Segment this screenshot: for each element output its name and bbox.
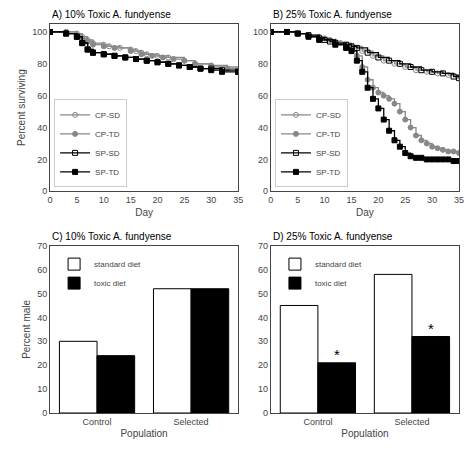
svg-text:20: 20 xyxy=(373,195,383,205)
svg-text:80: 80 xyxy=(258,59,268,69)
svg-text:0: 0 xyxy=(263,408,268,418)
svg-text:40: 40 xyxy=(258,123,268,133)
svg-text:40: 40 xyxy=(37,123,47,133)
svg-text:20: 20 xyxy=(153,195,163,205)
svg-text:50: 50 xyxy=(37,289,47,299)
svg-text:SP-SD: SP-SD xyxy=(316,149,341,158)
svg-text:15: 15 xyxy=(346,195,356,205)
svg-text:30: 30 xyxy=(427,195,437,205)
svg-text:5: 5 xyxy=(74,195,79,205)
svg-text:20: 20 xyxy=(37,360,47,370)
svg-text:30: 30 xyxy=(37,336,47,346)
svg-text:60: 60 xyxy=(37,265,47,275)
svg-text:Selected: Selected xyxy=(394,417,429,427)
svg-text:CP-TD: CP-TD xyxy=(95,130,120,139)
svg-text:Control: Control xyxy=(83,417,112,427)
svg-text:Percent surviving: Percent surviving xyxy=(16,69,27,146)
svg-text:10: 10 xyxy=(99,195,109,205)
svg-text:100: 100 xyxy=(32,27,47,37)
svg-text:60: 60 xyxy=(37,91,47,101)
svg-text:60: 60 xyxy=(258,265,268,275)
svg-text:A) 10% Toxic A. fundyense: A) 10% Toxic A. fundyense xyxy=(52,9,171,20)
svg-text:70: 70 xyxy=(258,241,268,251)
svg-text:Day: Day xyxy=(356,207,374,218)
svg-text:toxic diet: toxic diet xyxy=(315,279,347,288)
svg-text:Control: Control xyxy=(303,417,332,427)
svg-text:40: 40 xyxy=(37,313,47,323)
svg-text:60: 60 xyxy=(258,91,268,101)
svg-text:35: 35 xyxy=(454,195,464,205)
svg-text:*: * xyxy=(334,346,340,363)
svg-text:10: 10 xyxy=(258,384,268,394)
svg-text:20: 20 xyxy=(258,360,268,370)
svg-text:100: 100 xyxy=(253,27,268,37)
svg-text:35: 35 xyxy=(233,195,243,205)
svg-text:25: 25 xyxy=(179,195,189,205)
svg-text:Selected: Selected xyxy=(174,417,209,427)
svg-text:80: 80 xyxy=(37,59,47,69)
svg-text:SP-TD: SP-TD xyxy=(95,168,119,177)
svg-text:SP-TD: SP-TD xyxy=(316,168,340,177)
svg-text:25: 25 xyxy=(400,195,410,205)
svg-text:standard diet: standard diet xyxy=(94,260,141,269)
svg-text:Population: Population xyxy=(120,428,167,439)
svg-text:20: 20 xyxy=(258,155,268,165)
svg-text:CP-SD: CP-SD xyxy=(316,111,341,120)
svg-text:SP-SD: SP-SD xyxy=(95,149,120,158)
svg-text:10: 10 xyxy=(320,195,330,205)
svg-text:*: * xyxy=(428,320,434,337)
svg-text:CP-SD: CP-SD xyxy=(95,111,120,120)
svg-text:50: 50 xyxy=(258,289,268,299)
svg-text:Population: Population xyxy=(341,428,388,439)
svg-text:D) 25% Toxic A. fundyense: D) 25% Toxic A. fundyense xyxy=(273,231,393,242)
svg-text:C) 10% Toxic A. fundyense: C) 10% Toxic A. fundyense xyxy=(52,231,172,242)
svg-text:30: 30 xyxy=(258,336,268,346)
svg-text:0: 0 xyxy=(263,186,268,196)
svg-text:0: 0 xyxy=(42,186,47,196)
svg-text:Day: Day xyxy=(135,207,153,218)
svg-text:30: 30 xyxy=(206,195,216,205)
svg-text:toxic diet: toxic diet xyxy=(94,279,126,288)
svg-text:B) 25% Toxic A. fundyense: B) 25% Toxic A. fundyense xyxy=(273,9,392,20)
svg-text:20: 20 xyxy=(37,155,47,165)
svg-text:0: 0 xyxy=(42,408,47,418)
svg-text:0: 0 xyxy=(268,195,273,205)
svg-text:40: 40 xyxy=(258,313,268,323)
svg-text:CP-TD: CP-TD xyxy=(316,130,341,139)
svg-text:10: 10 xyxy=(37,384,47,394)
svg-text:70: 70 xyxy=(37,241,47,251)
svg-text:5: 5 xyxy=(295,195,300,205)
svg-text:15: 15 xyxy=(126,195,136,205)
svg-text:Percent male: Percent male xyxy=(21,299,32,358)
svg-text:0: 0 xyxy=(47,195,52,205)
svg-text:standard diet: standard diet xyxy=(315,260,362,269)
